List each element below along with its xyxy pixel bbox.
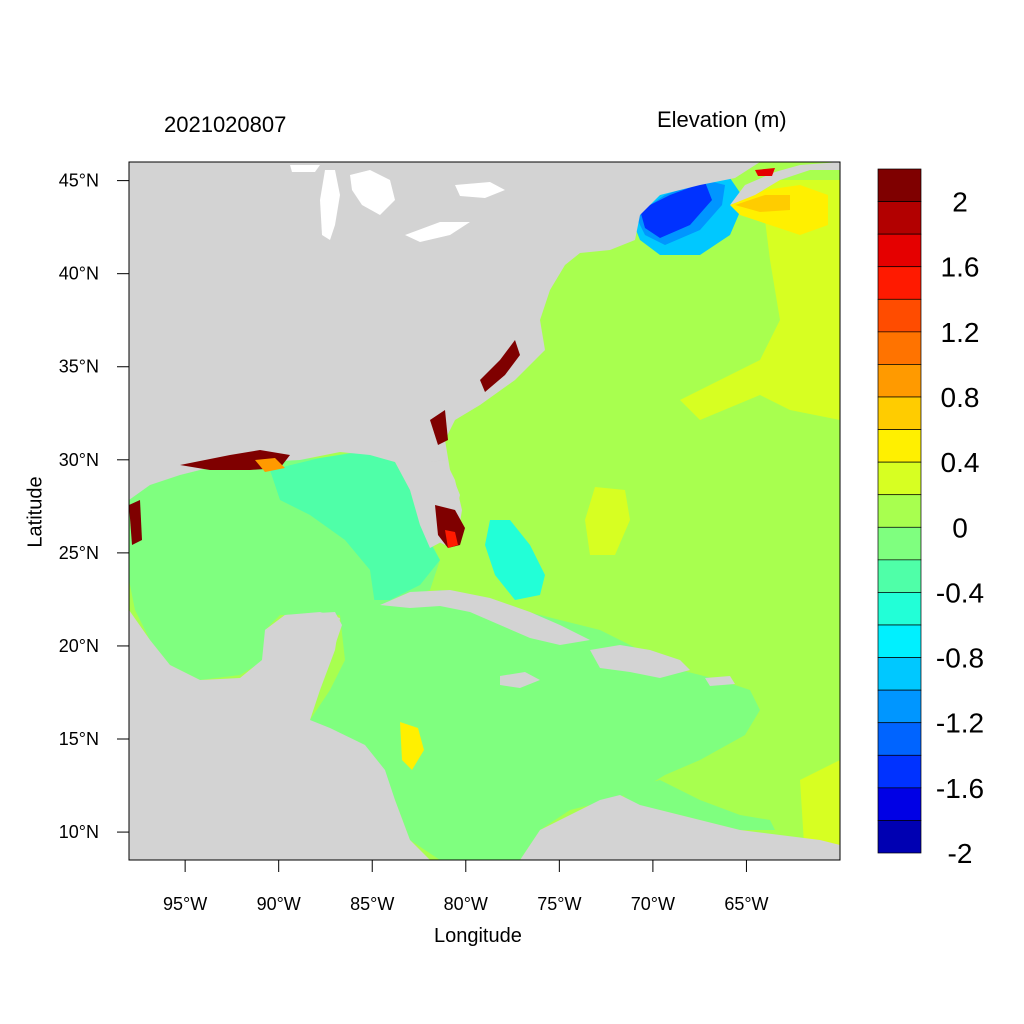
map-frame	[128, 161, 841, 861]
georgia-coast-surge	[430, 410, 448, 445]
great-lakes	[290, 165, 505, 242]
landmass-group	[129, 162, 840, 860]
colorbar-swatch	[877, 592, 922, 626]
x-tick-label: 70°W	[631, 894, 675, 914]
colorbar-swatch	[877, 266, 922, 300]
carolina-coast-surge	[480, 340, 520, 392]
x-tick-label: 85°W	[350, 894, 394, 914]
land-nova-scotia	[730, 162, 840, 205]
colorbar-label: -0.4	[936, 577, 984, 608]
surge-negative-inner	[640, 182, 712, 238]
colorbar-label: 0.4	[941, 447, 980, 478]
lake-michigan	[320, 170, 340, 240]
land-mexico-central-america	[129, 610, 430, 860]
colorbar-label: 1.6	[941, 252, 980, 283]
gulf-coast-surge-orange	[255, 458, 285, 472]
land-south-america	[520, 795, 840, 860]
colorbar-swatch	[877, 754, 922, 789]
colorbar-swatch	[877, 689, 922, 724]
land-puerto-rico	[705, 676, 735, 686]
ocean-positive-zone	[680, 180, 840, 420]
y-tick-label: 40°N	[59, 264, 99, 284]
caribbean-south-strip	[620, 780, 775, 830]
colorbar-label: 0.8	[941, 382, 980, 413]
colorbar-swatch	[877, 298, 922, 333]
y-tick-label: 25°N	[59, 543, 99, 563]
land-north-america	[129, 162, 760, 548]
x-axis-ticks: 95°W 90°W 85°W 80°W 75°W 70°W 65°W	[163, 860, 769, 914]
lake-superior	[290, 165, 320, 172]
colorbar-swatch	[877, 722, 922, 756]
x-tick-label: 80°W	[444, 894, 488, 914]
colorbar-label: -0.8	[936, 643, 984, 674]
variable-title: Elevation (m)	[657, 107, 787, 132]
land-cuba	[380, 590, 590, 645]
bay-of-fundy-surge	[755, 168, 775, 176]
texas-coast-surge	[129, 500, 142, 545]
colorbar-swatch	[877, 526, 922, 561]
colorbar-swatch	[877, 201, 922, 235]
colorbar-swatch	[877, 233, 922, 268]
colorbar-swatch	[877, 364, 922, 398]
colorbar-label: 1.2	[941, 317, 980, 348]
land-hispaniola	[590, 645, 690, 678]
ocean-positive-patch	[585, 487, 630, 555]
lake-huron	[350, 170, 395, 215]
y-axis-ticks: 45°N 40°N 35°N 30°N 25°N 20°N 15°N 10°N	[59, 171, 129, 842]
y-tick-label: 15°N	[59, 729, 99, 749]
lake-erie	[405, 222, 470, 242]
colorbar-swatch	[877, 494, 922, 528]
colorbar-label: -1.2	[936, 708, 984, 739]
colorbar-swatch	[877, 429, 922, 463]
colorbar-label: -2	[948, 838, 973, 869]
y-tick-label: 20°N	[59, 636, 99, 656]
y-tick-label: 10°N	[59, 822, 99, 842]
land-yucatan	[265, 612, 342, 670]
bahamas-banks	[485, 520, 545, 600]
x-axis-label: Longitude	[434, 925, 522, 947]
colorbar-swatch	[877, 624, 922, 658]
colorbar-label: -1.6	[936, 773, 984, 804]
y-tick-label: 35°N	[59, 357, 99, 377]
colorbar-swatch	[877, 787, 922, 821]
x-tick-label: 65°W	[724, 894, 768, 914]
colorbar-label: 0	[952, 512, 968, 543]
x-tick-label: 90°W	[257, 894, 301, 914]
lake-ontario	[455, 182, 505, 198]
y-tick-label: 30°N	[59, 450, 99, 470]
map-panel	[129, 162, 840, 860]
land-jamaica	[500, 672, 540, 688]
colorbar-swatch	[877, 657, 922, 691]
colorbar-swatch	[877, 331, 922, 365]
colorbar-swatch	[877, 396, 922, 430]
datetime-label: 2021020807	[164, 112, 287, 137]
colorbar-label: 2	[952, 187, 968, 218]
colorbar-swatch	[877, 559, 922, 593]
florida-surge-peak	[445, 530, 458, 548]
nicaragua-positive	[400, 722, 424, 770]
florida-surge-high	[435, 505, 465, 548]
colorbar: 2 1.6 1.2 0.8 0.4 0 -0.4 -0.8 -1.2 -1.6 -2	[877, 168, 984, 869]
colorbar-swatch	[877, 461, 922, 496]
surge-positive-scotian-inner	[735, 195, 790, 212]
x-tick-label: 75°W	[537, 894, 581, 914]
ocean-positive-south	[800, 760, 840, 860]
colorbar-swatch	[877, 168, 922, 202]
gulf-negative-zone	[270, 452, 440, 605]
x-tick-label: 95°W	[163, 894, 207, 914]
y-tick-label: 45°N	[59, 171, 99, 191]
colorbar-swatch	[877, 820, 922, 854]
